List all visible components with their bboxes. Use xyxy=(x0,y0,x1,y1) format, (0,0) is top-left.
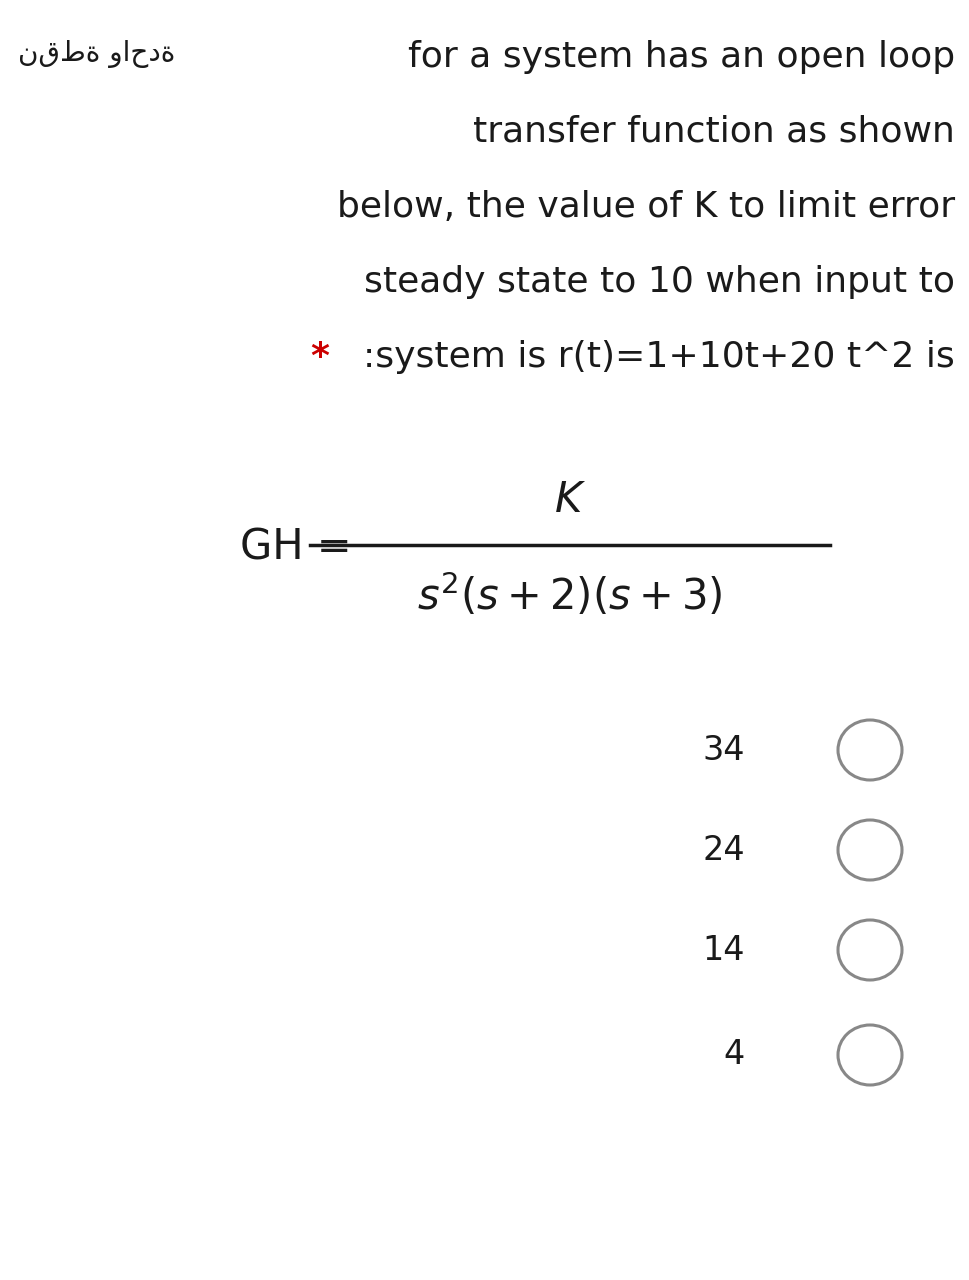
Text: steady state to 10 when input to: steady state to 10 when input to xyxy=(363,265,954,300)
Text: GH =: GH = xyxy=(239,526,351,568)
Text: 34: 34 xyxy=(702,733,744,767)
Text: 24: 24 xyxy=(702,833,744,867)
Text: 4: 4 xyxy=(723,1038,744,1071)
Text: 14: 14 xyxy=(702,933,744,966)
Text: *: * xyxy=(310,340,328,374)
Text: $s^2(s+2)(s+3)$: $s^2(s+2)(s+3)$ xyxy=(417,571,722,618)
Text: :system is r(t)=1+10t+20 t^2 is: :system is r(t)=1+10t+20 t^2 is xyxy=(362,340,954,374)
Text: below, the value of K to limit error: below, the value of K to limit error xyxy=(336,189,954,224)
Text: transfer function as shown: transfer function as shown xyxy=(473,115,954,148)
Text: $\mathit{K}$: $\mathit{K}$ xyxy=(553,479,585,521)
Text: نقطة واحدة: نقطة واحدة xyxy=(18,40,175,68)
Text: for a system has an open loop: for a system has an open loop xyxy=(407,40,954,74)
